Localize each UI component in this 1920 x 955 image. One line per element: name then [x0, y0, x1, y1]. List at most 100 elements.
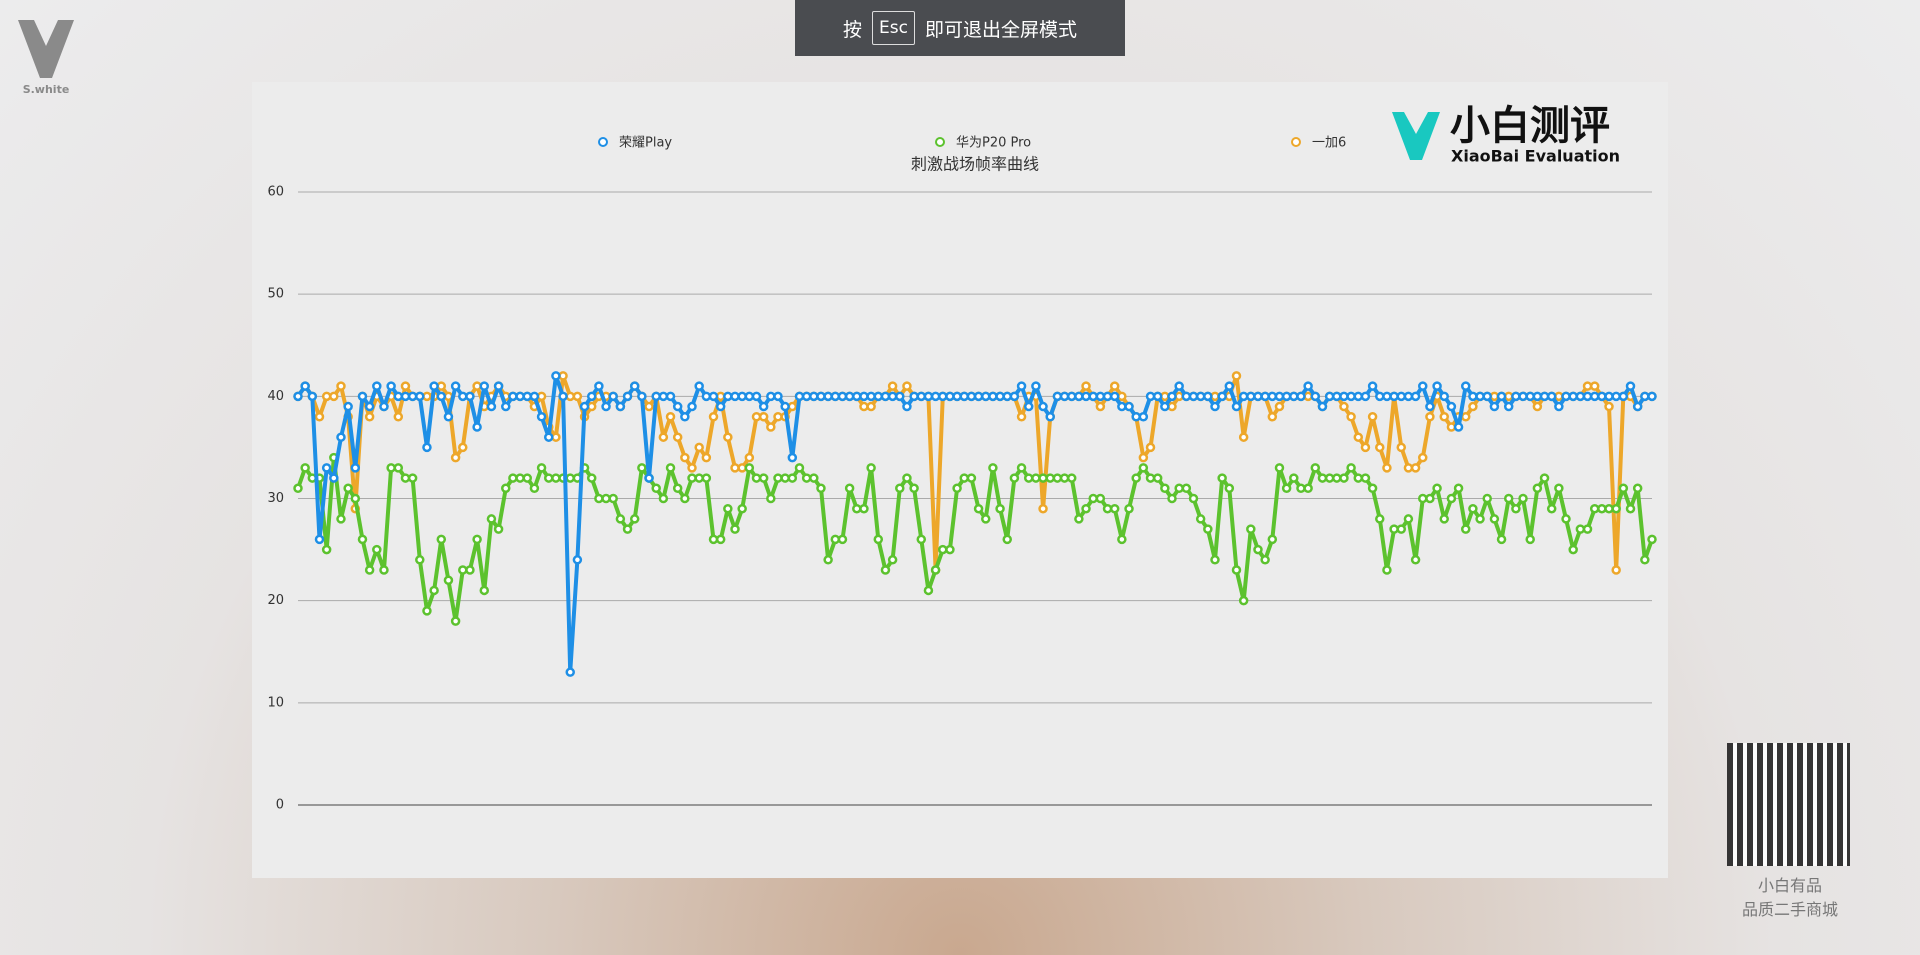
qr-caption: 小白有品 品质二手商城: [1720, 874, 1860, 922]
data-point: [586, 473, 597, 483]
data-point: [1482, 391, 1492, 402]
data-point: [594, 381, 604, 391]
data-point: [1425, 412, 1435, 422]
data-point: [1482, 493, 1492, 504]
data-point: [637, 463, 647, 473]
data-point: [1109, 391, 1120, 402]
data-point: [1396, 524, 1407, 534]
data-point: [773, 391, 783, 402]
data-point: [723, 503, 733, 514]
data-point: [1031, 381, 1041, 391]
legend-marker: [1291, 137, 1301, 147]
data-point: [1188, 493, 1199, 504]
data-point: [1532, 401, 1543, 412]
data-point: [1453, 422, 1464, 432]
data-point: [758, 401, 769, 412]
data-point: [1167, 391, 1177, 402]
data-point: [479, 381, 490, 391]
data-point: [407, 473, 418, 483]
data-point: [586, 391, 597, 402]
data-point: [794, 463, 805, 473]
data-point: [1353, 432, 1364, 442]
data-point: [450, 381, 461, 391]
data-point: [400, 381, 411, 391]
data-point: [1238, 432, 1249, 442]
data-point: [1367, 381, 1378, 391]
data-point: [1410, 555, 1421, 565]
data-point: [973, 503, 984, 514]
data-point: [529, 391, 540, 402]
data-point: [293, 483, 303, 494]
data-point: [637, 391, 647, 402]
data-point: [687, 463, 697, 473]
data-point: [1009, 391, 1020, 402]
data-point: [1267, 412, 1278, 422]
data-point: [572, 555, 583, 565]
data-point: [450, 452, 461, 463]
data-point: [887, 381, 898, 391]
data-point: [329, 473, 339, 483]
data-point: [558, 391, 568, 402]
y-tick-label: 50: [267, 287, 284, 302]
data-point: [343, 483, 353, 494]
data-point: [1095, 401, 1106, 412]
data-point: [966, 473, 977, 483]
legend-label: 荣耀Play: [619, 136, 672, 151]
brand-logo: 小白测评 XiaoBai Evaluation: [1392, 103, 1620, 166]
data-point: [1460, 412, 1471, 422]
data-point: [1446, 493, 1457, 504]
data-point: [930, 565, 941, 575]
data-point: [730, 524, 740, 534]
data-point: [379, 401, 389, 412]
data-point: [737, 503, 747, 514]
logo-mark: [1392, 112, 1440, 160]
data-point: [744, 452, 755, 463]
data-point: [336, 432, 346, 442]
data-point: [422, 442, 432, 453]
data-point: [1346, 412, 1356, 422]
data-point: [343, 401, 353, 412]
data-point: [945, 544, 955, 555]
data-point: [1274, 401, 1285, 412]
data-point: [1281, 483, 1292, 494]
data-point: [1625, 381, 1636, 391]
data-point: [1410, 463, 1421, 473]
data-point: [995, 503, 1005, 514]
data-point: [1425, 401, 1435, 412]
data-point: [866, 401, 876, 412]
data-point: [1138, 463, 1149, 473]
data-point: [672, 432, 683, 442]
data-point: [1217, 391, 1227, 402]
data-point: [1446, 401, 1457, 412]
hint-key: Esc: [872, 11, 915, 45]
brand-name: 小白测评: [1450, 103, 1610, 149]
data-point: [1210, 555, 1220, 565]
data-point: [1203, 391, 1213, 402]
data-point: [1439, 391, 1449, 402]
data-point: [780, 401, 790, 412]
data-point: [1625, 503, 1636, 514]
data-point: [350, 493, 361, 504]
data-point: [1231, 565, 1242, 575]
data-point: [314, 534, 325, 545]
legend-label: 一加6: [1312, 136, 1346, 151]
data-point: [751, 391, 762, 402]
data-point: [787, 452, 798, 463]
data-point: [1002, 534, 1012, 545]
data-point: [902, 401, 912, 412]
data-point: [536, 412, 547, 422]
data-point: [364, 565, 375, 575]
data-point: [536, 463, 547, 473]
y-tick-label: 40: [267, 389, 284, 404]
data-point: [1224, 381, 1235, 391]
data-point: [1303, 381, 1313, 391]
data-point: [1117, 534, 1127, 545]
data-point: [1410, 391, 1421, 402]
data-point: [665, 412, 676, 422]
chart-title: 刺激战场帧率曲线: [911, 155, 1039, 174]
data-point: [579, 401, 590, 412]
data-point: [1016, 412, 1027, 422]
data-point: [622, 391, 633, 402]
legend-marker: [598, 137, 608, 147]
